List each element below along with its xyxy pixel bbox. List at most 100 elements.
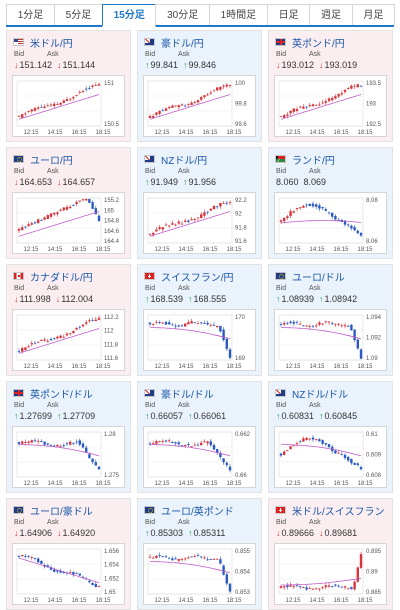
currency-card[interactable]: ユーロ/英ポンド Bid Ask ↑0.85303 ↑0.85311 0.855… (137, 498, 262, 610)
mini-candlestick-chart[interactable]: 92.2 92 91.8 91.6 12:15 14:15 16:15 18:15 (143, 192, 256, 254)
plot-frame (147, 197, 233, 244)
x-tick-label: 14:15 (178, 598, 194, 604)
currency-card[interactable]: ランド/円 Bid Ask 8.060 8.069 8.08 8.06 12:15 1… (268, 147, 393, 259)
mini-candlestick-chart[interactable]: 0.895 0.89 0.885 12:15 14:15 16:15 18:15 (274, 543, 387, 605)
bid-value: 1.27699 (19, 411, 53, 421)
mini-candlestick-chart[interactable]: 0.662 0.66 12:15 14:15 16:15 18:15 (143, 426, 256, 488)
candle-body (311, 588, 315, 590)
x-tick-label: 14:15 (309, 130, 325, 136)
mini-candlestick-chart[interactable]: 8.08 8.06 12:15 14:15 16:15 18:15 (274, 192, 387, 254)
up-arrow-icon: ↑ (319, 411, 324, 421)
currency-card[interactable]: 英ポンド/ドル Bid Ask ↑1.27699 ↑1.27709 1.28 1.… (6, 381, 131, 493)
currency-card[interactable]: ユーロ/円 Bid Ask ↓164.653 ↓164.657 155.2 165… (6, 147, 131, 259)
tab-5[interactable]: 日足 (266, 4, 311, 25)
candle-body (152, 557, 155, 559)
card-title[interactable]: 米ドル/円 (13, 36, 73, 50)
candle-body (222, 565, 225, 575)
pair-name[interactable]: カナダドル/円 (30, 272, 93, 284)
candle-body (27, 441, 30, 443)
card-title[interactable]: 豪ドル/ドル (144, 387, 214, 401)
mini-candlestick-chart[interactable]: 1.094 1.092 1.09 12:15 14:15 16:15 18:15 (274, 309, 387, 371)
card-title[interactable]: 英ポンド/円 (275, 36, 345, 50)
bid-price: ↑168.539 (145, 294, 183, 304)
mini-candlestick-chart[interactable]: 112.2 112 111.8 111.6 12:15 14:15 16:15 18:15 (12, 309, 125, 371)
currency-card[interactable]: スイスフラン/円 Bid Ask ↑168.539 ↑168.555 170 16… (137, 264, 262, 376)
candle-body (286, 114, 289, 116)
currency-card[interactable]: ユーロ/ドル Bid Ask ↑1.08939 ↑1.08942 1.094 1.… (268, 264, 393, 376)
pair-name[interactable]: 米ドル/円 (30, 38, 73, 50)
card-title[interactable]: カナダドル/円 (13, 270, 93, 284)
card-title[interactable]: ランド/円 (275, 153, 335, 167)
card-title[interactable]: ユーロ/ドル (275, 270, 345, 284)
currency-card[interactable]: ユーロ/豪ドル Bid Ask ↓1.64906 ↓1.64920 1.656 1… (6, 498, 131, 610)
pair-name[interactable]: NZドル/ドル (292, 389, 349, 401)
pair-name[interactable]: スイスフラン/円 (161, 272, 234, 284)
pair-name[interactable]: 豪ドル/ドル (161, 389, 214, 401)
pair-name[interactable]: NZドル/円 (161, 155, 208, 167)
pair-name[interactable]: ユーロ/豪ドル (30, 506, 93, 518)
mini-candlestick-chart[interactable]: 0.61 0.609 0.608 12:15 14:15 16:15 18:15 (274, 426, 387, 488)
moving-average-line (281, 327, 362, 340)
candle-body (286, 450, 289, 452)
candle-body (193, 102, 196, 103)
card-title[interactable]: 豪ドル/円 (144, 36, 204, 50)
tab-6[interactable]: 週足 (309, 4, 353, 25)
card-title[interactable]: ユーロ/円 (13, 153, 73, 167)
tab-1[interactable]: 5分足 (53, 4, 103, 25)
mini-candlestick-chart[interactable]: 1.28 1.275 12:15 14:15 16:15 18:15 (12, 426, 125, 488)
y-tick-label: 150.5 (104, 122, 120, 128)
tab-3[interactable]: 30分足 (155, 4, 210, 25)
mini-candlestick-chart[interactable]: 155.2 165 164.8 164.6 164.4 12:15 14:15 16:15 18… (12, 192, 125, 254)
card-title[interactable]: NZドル/ドル (275, 387, 349, 401)
candle-body (324, 585, 327, 588)
candle-body (219, 559, 222, 564)
currency-card[interactable]: NZドル/円 Bid Ask ↑91.949 ↑91.956 92.2 92 91.… (137, 147, 262, 259)
mini-candlestick-chart[interactable]: 0.855 0.854 0.853 12:15 14:15 16:15 18:15 (143, 543, 256, 605)
mini-candlestick-chart[interactable]: 193.5 193 192.5 12:15 14:15 16:15 18:15 (274, 75, 387, 137)
pair-name[interactable]: ユーロ/英ポンド (161, 506, 234, 518)
candle-body (85, 447, 88, 453)
card-title[interactable]: NZドル/円 (144, 153, 208, 167)
mini-candlestick-chart[interactable]: 151 150.5 12:15 14:15 16:15 18:15 (12, 75, 125, 137)
candle-body (40, 440, 43, 442)
card-title[interactable]: 米ドル/スイスフラン (275, 504, 385, 518)
pair-name[interactable]: ランド/円 (292, 155, 335, 167)
candle-body (302, 325, 305, 327)
pair-name[interactable]: 米ドル/スイスフラン (292, 506, 385, 518)
tab-7[interactable]: 月足 (351, 4, 396, 25)
currency-card[interactable]: 米ドル/スイスフラン Bid Ask ↓0.89666 ↓0.89681 0.8… (268, 498, 393, 610)
pair-name[interactable]: 豪ドル/円 (161, 38, 204, 50)
tab-2[interactable]: 15分足 (101, 4, 157, 27)
mini-candlestick-chart[interactable]: 170 169 12:15 14:15 16:15 18:15 (143, 309, 256, 371)
candle-body (94, 208, 97, 215)
tab-0[interactable]: 1分足 (6, 4, 55, 25)
mini-candlestick-chart[interactable]: 1.656 1.654 1.652 1.65 12:15 14:15 16:15 18:15 (12, 543, 125, 605)
pair-name[interactable]: 英ポンド/円 (292, 38, 345, 50)
currency-card[interactable]: 豪ドル/ドル Bid Ask ↑0.66057 ↑0.66061 0.662 0.… (137, 381, 262, 493)
candle-body (49, 104, 53, 106)
ask-label: Ask (178, 402, 190, 409)
currency-card[interactable]: 豪ドル/円 Bid Ask ↑99.841 ↑99.846 100 99.8 99.… (137, 30, 262, 142)
y-tick-label: 1.654 (104, 563, 120, 569)
pair-name[interactable]: ユーロ/ドル (292, 272, 345, 284)
moving-average-line (150, 561, 231, 574)
candle-body (315, 204, 318, 207)
card-title[interactable]: 英ポンド/ドル (13, 387, 93, 401)
currency-card[interactable]: カナダドル/円 Bid Ask ↓111.998 ↓112.004 112.2 1… (6, 264, 131, 376)
card-title[interactable]: スイスフラン/円 (144, 270, 234, 284)
pair-name[interactable]: ユーロ/円 (30, 155, 73, 167)
moving-average-line (19, 444, 100, 457)
candle-body (289, 321, 292, 323)
currency-card[interactable]: 米ドル/円 Bid Ask ↓151.142 ↓151.144 151 150.5… (6, 30, 131, 142)
candle-body (225, 462, 228, 466)
tab-4[interactable]: 1時間足 (208, 4, 268, 25)
candle-body (337, 452, 340, 454)
mini-candlestick-chart[interactable]: 100 99.8 99.6 12:15 14:15 16:15 18:15 (143, 75, 256, 137)
plot-frame (16, 548, 102, 595)
ask-value: 151.144 (62, 60, 96, 70)
card-title[interactable]: ユーロ/英ポンド (144, 504, 234, 518)
pair-name[interactable]: 英ポンド/ドル (30, 389, 93, 401)
card-title[interactable]: ユーロ/豪ドル (13, 504, 93, 518)
currency-card[interactable]: 英ポンド/円 Bid Ask ↓193.012 ↓193.019 193.5 19… (268, 30, 393, 142)
currency-card[interactable]: NZドル/ドル Bid Ask ↑0.60831 ↑0.60845 0.61 0.… (268, 381, 393, 493)
